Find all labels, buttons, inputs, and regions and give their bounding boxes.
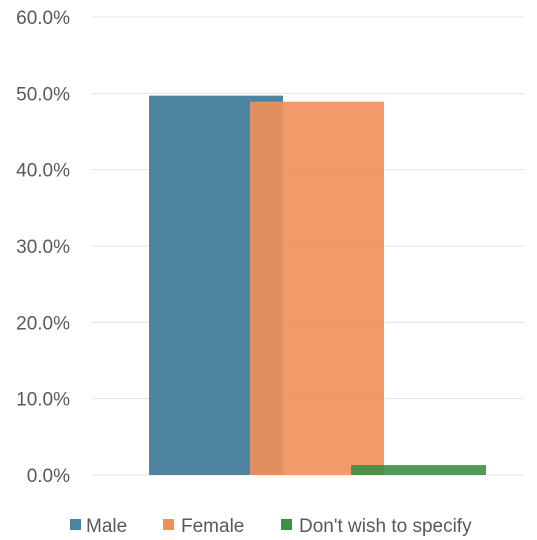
bars (149, 95, 486, 475)
y-tick-label: 10.0% (16, 390, 70, 411)
legend-swatch (70, 519, 81, 530)
legend: Male Female Don't wish to specify (70, 516, 472, 537)
y-tick-label: 50.0% (16, 84, 70, 105)
y-tick-label: 20.0% (16, 313, 70, 334)
legend-label: Female (181, 516, 244, 537)
y-tick-label: 40.0% (16, 161, 70, 182)
legend-label: Male (86, 516, 127, 537)
legend-swatch (281, 519, 292, 530)
bar-don-t-wish-to-specify (351, 465, 486, 475)
y-tick-label: 60.0% (16, 8, 70, 29)
y-axis-tick-labels: 0.0% 10.0% 20.0% 30.0% 40.0% 50.0% 60.0% (16, 8, 70, 487)
legend-label: Don't wish to specify (299, 516, 472, 537)
y-tick-label: 30.0% (16, 237, 70, 258)
y-tick-label: 0.0% (27, 466, 70, 487)
bar-female (250, 101, 384, 475)
legend-swatch (163, 519, 174, 530)
